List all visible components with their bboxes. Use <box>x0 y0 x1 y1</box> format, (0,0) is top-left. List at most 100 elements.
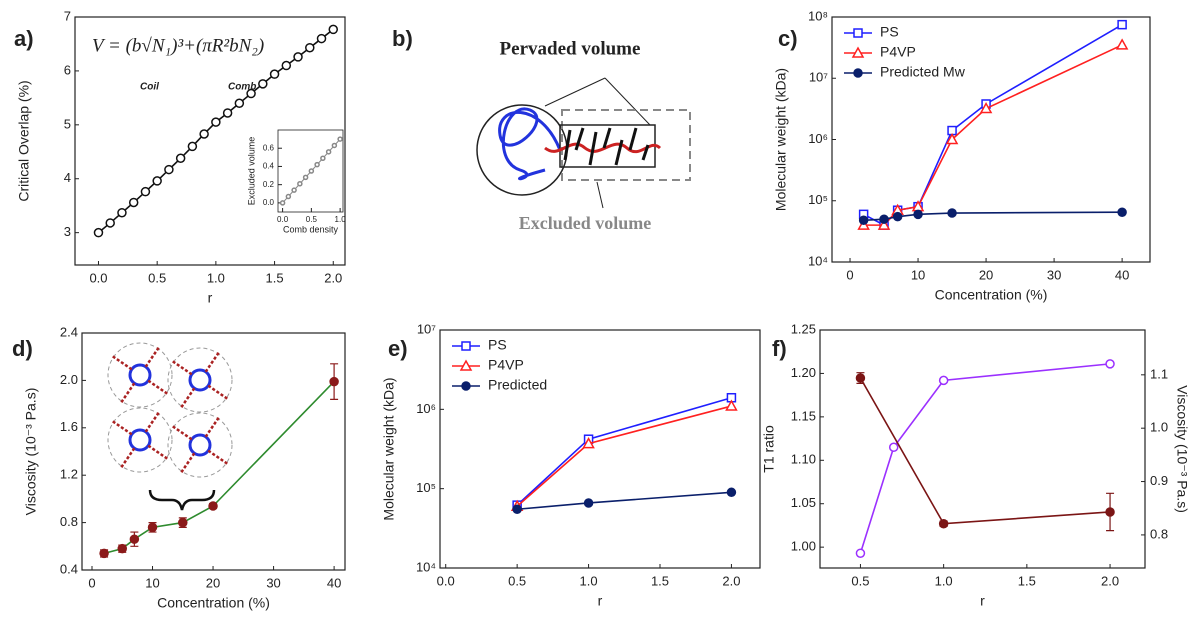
marker <box>234 98 245 109</box>
y2-axis-label: Viscosity (10⁻³ Pa.s) <box>1174 385 1189 513</box>
pointer <box>596 181 604 209</box>
inset-arm <box>144 411 161 433</box>
marker <box>285 193 292 200</box>
side-chain <box>628 127 638 151</box>
y-tick-label: 0.8 <box>60 514 78 529</box>
y2-tick-label: 1.0 <box>1150 420 1168 435</box>
marker <box>316 33 327 44</box>
side-chain <box>563 129 572 161</box>
annotation: Coil <box>140 82 159 93</box>
inset-core <box>128 428 152 452</box>
x-tick-label: 0.0 <box>437 573 455 588</box>
marker <box>461 341 471 351</box>
y2-tick-label: 1.1 <box>1150 366 1168 381</box>
marker <box>152 176 162 186</box>
side-chain <box>588 131 598 166</box>
inset-arm <box>207 384 229 401</box>
x-tick-label: 0.0 <box>277 215 289 224</box>
side-chain <box>641 144 650 161</box>
legend-label: P4VP <box>880 44 916 60</box>
marker <box>1105 359 1115 369</box>
legend-label: Predicted Mw <box>880 64 966 80</box>
marker <box>892 211 903 222</box>
y-tick-label: 2.0 <box>60 372 78 387</box>
marker <box>258 79 268 89</box>
marker <box>947 208 957 218</box>
x-tick-label: 20 <box>206 575 220 590</box>
marker <box>269 69 280 79</box>
marker <box>320 155 326 161</box>
x-tick-label: 0.5 <box>148 270 166 285</box>
y-tick-label: 1.00 <box>791 539 816 554</box>
legend-label: P4VP <box>488 357 524 373</box>
marker <box>105 218 115 228</box>
x-tick-label: 0 <box>88 575 95 590</box>
side-chain <box>614 139 624 166</box>
y-tick-label: 0.4 <box>60 561 78 576</box>
panel-label: a) <box>14 26 34 51</box>
y-tick-label: 4 <box>64 170 71 185</box>
panel-label: f) <box>772 336 787 361</box>
marker <box>945 132 959 145</box>
y-tick-label: 0.2 <box>263 180 275 189</box>
x-tick-label: 2.0 <box>1101 573 1119 588</box>
marker <box>851 46 865 58</box>
marker <box>1117 207 1127 217</box>
panel-label: d) <box>12 336 33 361</box>
y-axis-label: T1 ratio <box>761 425 777 473</box>
marker <box>979 102 993 114</box>
x-axis-label: Concentration (%) <box>157 595 270 611</box>
y-tick-label: 10⁵ <box>808 192 828 207</box>
marker <box>208 501 218 511</box>
inset-shell <box>107 407 173 473</box>
marker <box>175 153 186 164</box>
marker <box>877 218 891 230</box>
inset-shell <box>167 347 233 413</box>
inset-core <box>188 368 212 392</box>
y-tick-label: 1.6 <box>60 419 78 434</box>
marker <box>129 534 140 544</box>
x-tick-label: 0.0 <box>89 270 107 285</box>
diagram-label: Pervaded volume <box>500 38 641 59</box>
y-tick-label: 10⁴ <box>808 253 828 268</box>
marker <box>308 168 315 174</box>
x-tick-label: 1.0 <box>935 573 953 588</box>
plot-frame <box>74 16 346 266</box>
inset-arm <box>119 382 136 404</box>
marker <box>293 52 303 62</box>
x-tick-label: 10 <box>911 267 925 282</box>
x-tick-label: 1.0 <box>580 573 598 588</box>
marker <box>281 60 292 71</box>
y-tick-label: 1.15 <box>791 408 816 423</box>
inset-shell <box>167 412 233 478</box>
marker <box>858 215 869 226</box>
legend-label: PS <box>880 24 899 40</box>
x-tick-label: 2.0 <box>722 573 740 588</box>
marker <box>222 108 233 118</box>
marker <box>117 207 127 218</box>
y-tick-label: 1.25 <box>791 321 816 336</box>
marker <box>1105 507 1115 517</box>
marker <box>337 136 343 142</box>
marker <box>291 187 297 193</box>
y-tick-label: 1.10 <box>791 452 816 467</box>
y-tick-label: 5 <box>64 116 71 131</box>
marker <box>302 174 309 181</box>
coil <box>498 107 562 181</box>
marker <box>211 117 221 127</box>
y-axis-label: Viscosity (10⁻³ Pa.s) <box>23 388 39 516</box>
inset-core <box>128 363 152 387</box>
x-tick-label: 0 <box>846 267 853 282</box>
plot-frame <box>277 129 344 213</box>
y-tick-label: 0.6 <box>263 143 275 152</box>
y-tick-label: 6 <box>64 62 71 77</box>
marker <box>583 498 594 508</box>
marker <box>1117 19 1127 30</box>
backbone <box>544 142 662 154</box>
inset-arm <box>207 449 229 466</box>
brace <box>148 489 216 511</box>
diagram-label: Excluded volume <box>519 213 652 233</box>
marker <box>938 375 949 386</box>
y-axis-label: Critical Overlap (%) <box>16 80 32 201</box>
